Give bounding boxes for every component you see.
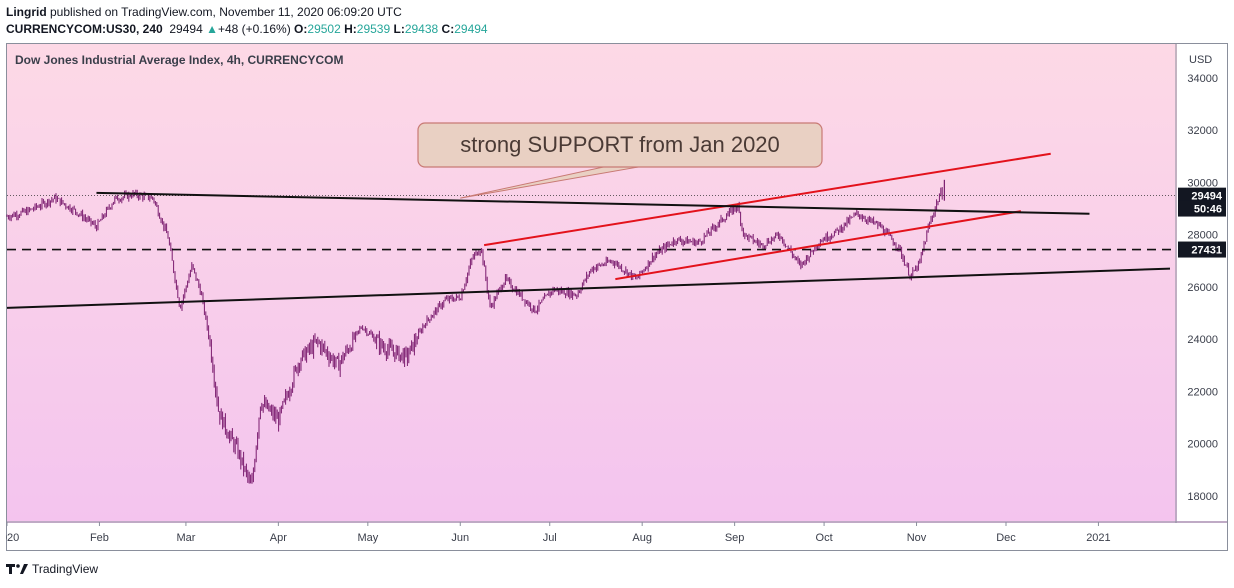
- y-tick-label: 24000: [1187, 334, 1218, 346]
- price-change: +48 (+0.16%): [217, 22, 291, 36]
- support-line: [6, 267, 1171, 309]
- x-tick-label: Jul: [543, 532, 557, 544]
- brand-name: TradingView: [32, 562, 99, 576]
- low-label: L:: [393, 22, 405, 36]
- chart-title: Dow Jones Industrial Average Index, 4h, …: [15, 53, 344, 67]
- high-value: 29539: [356, 22, 391, 36]
- price-axis-panel[interactable]: [1177, 44, 1227, 521]
- price-label-bg: [1178, 200, 1226, 217]
- x-tick-label: Sep: [725, 532, 745, 544]
- x-tick-label: Dec: [996, 532, 1016, 544]
- y-tick-label: 18000: [1187, 491, 1218, 503]
- x-tick-label: Nov: [907, 532, 927, 544]
- x-tick-label: Mar: [176, 532, 195, 544]
- symbol-info: CURRENCYCOM:US30, 240 29494 ▲+48 (+0.16%…: [6, 21, 488, 37]
- last-price: 29494: [169, 22, 203, 36]
- price-label-bg: [1178, 241, 1226, 258]
- resistance-line: [96, 191, 1090, 215]
- close-label: C:: [441, 22, 455, 36]
- callout-text: strong SUPPORT from Jan 2020: [460, 132, 780, 157]
- publish-info: Lingrid published on TradingView.com, No…: [6, 4, 402, 20]
- open-value: 29502: [307, 22, 341, 36]
- y-tick-label: 34000: [1187, 73, 1218, 85]
- callout-box: [417, 122, 823, 168]
- x-tick-label: Feb: [90, 532, 109, 544]
- y-tick-label: 26000: [1187, 282, 1218, 294]
- price-label-text: 27431: [1191, 245, 1222, 257]
- y-tick-label: 30000: [1187, 177, 1218, 189]
- support-callout[interactable]: strong SUPPORT from Jan 2020: [417, 122, 823, 199]
- price-label-text: 29494: [1191, 191, 1222, 203]
- x-tick-label: Apr: [270, 532, 287, 544]
- symbol-name: CURRENCYCOM:US30, 240: [6, 22, 163, 36]
- published-text: published on TradingView.com, November 1…: [46, 5, 402, 19]
- author-name: Lingrid: [6, 5, 47, 19]
- y-axis-ticks: 18000 20000 22000 24000 26000 28000 30000 32000…: [1187, 73, 1218, 503]
- currency-label: USD: [1189, 54, 1212, 66]
- footer: TradingView: [6, 562, 98, 576]
- y-tick-label: 28000: [1187, 230, 1218, 242]
- y-tick-label: 22000: [1187, 386, 1218, 398]
- upper-channel-line: [483, 152, 1051, 247]
- y-tick-label: 20000: [1187, 439, 1218, 451]
- x-tick-label: Aug: [632, 532, 652, 544]
- candles: [6, 179, 945, 484]
- y-tick-label: 32000: [1187, 125, 1218, 137]
- price-chart[interactable]: Dow Jones Industrial Average Index, 4h, …: [6, 43, 1228, 551]
- high-label: H:: [344, 22, 357, 36]
- tradingview-logo-icon: [6, 564, 28, 574]
- close-value: 29494: [454, 22, 488, 36]
- price-label-text: 50:46: [1194, 204, 1222, 216]
- x-axis-ticks: 2020 Feb Mar Apr May Jun Jul Aug Sep Oct Nov Dec 202…: [6, 522, 1111, 544]
- trendlines[interactable]: [6, 152, 1176, 309]
- x-tick-label: 2020: [6, 532, 19, 544]
- change-arrow-icon: ▲: [206, 22, 218, 36]
- low-value: 29438: [404, 22, 439, 36]
- x-tick-label: Jun: [451, 532, 469, 544]
- lower-channel-line: [615, 210, 1022, 281]
- x-tick-label: Oct: [816, 532, 833, 544]
- x-tick-label: May: [357, 532, 378, 544]
- x-tick-label: 2021: [1086, 532, 1110, 544]
- price-label-bg: [1178, 187, 1226, 204]
- open-label: O:: [294, 22, 308, 36]
- time-axis-panel[interactable]: [7, 523, 1227, 550]
- plot-background: [6, 43, 1228, 551]
- chart-frame[interactable]: Dow Jones Industrial Average Index, 4h, …: [6, 43, 1228, 551]
